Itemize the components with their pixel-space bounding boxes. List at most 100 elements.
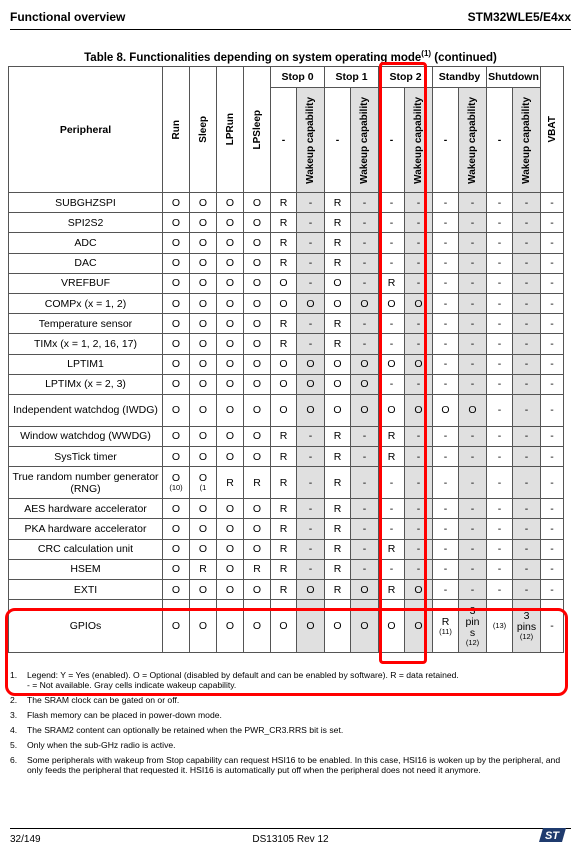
cell: - bbox=[486, 466, 513, 500]
cell: - bbox=[432, 313, 459, 335]
table-notes: 1. Legend: Y = Yes (enabled). O = Optiona… bbox=[10, 670, 570, 780]
gpio-legend-highlight bbox=[5, 608, 568, 696]
cell: O bbox=[162, 191, 190, 214]
peripheral-name: VREFBUF bbox=[8, 272, 163, 294]
cell: R bbox=[216, 466, 244, 500]
cell: - bbox=[378, 466, 405, 500]
table-row: SysTick timer O O O O R - R - R - - - - - - bbox=[8, 446, 564, 468]
table-row: Window watchdog (WWDG) O O O O R - R - R - - - - - - bbox=[8, 425, 564, 448]
table-row: VREFBUF O O O O O - O - R - - - - - - bbox=[8, 272, 564, 294]
cell: - bbox=[486, 232, 513, 254]
cell: - bbox=[512, 353, 541, 375]
cell: O bbox=[243, 373, 271, 395]
cell: O bbox=[243, 425, 271, 448]
cell: - bbox=[458, 191, 487, 214]
cell: O bbox=[216, 232, 244, 254]
cell: - bbox=[296, 313, 325, 335]
cell: - bbox=[512, 212, 541, 234]
cell: - bbox=[350, 446, 379, 468]
cell: - bbox=[458, 333, 487, 355]
cell: R bbox=[270, 191, 297, 214]
cell: - bbox=[296, 252, 325, 274]
cell: O bbox=[216, 333, 244, 355]
svg-text:ST: ST bbox=[545, 830, 560, 842]
table-row: Temperature sensor O O O O R - R - - - - - - - - bbox=[8, 313, 564, 335]
cell: O bbox=[216, 578, 244, 601]
cell: R bbox=[324, 446, 351, 468]
cell: O bbox=[162, 272, 190, 294]
cell: O bbox=[216, 498, 244, 520]
cell: R bbox=[270, 425, 297, 448]
cell: - bbox=[350, 466, 379, 500]
cell: - bbox=[350, 252, 379, 274]
cell: - bbox=[540, 333, 564, 355]
note: 6. Some peripherals with wakeup from Stop… bbox=[10, 755, 561, 775]
cell: - bbox=[432, 191, 459, 214]
cell: - bbox=[540, 292, 564, 315]
cell: - bbox=[432, 373, 459, 395]
cell: - bbox=[540, 538, 564, 560]
cell: - bbox=[512, 578, 541, 601]
cell: - bbox=[512, 393, 541, 427]
cell: - bbox=[432, 333, 459, 355]
col-standby-wakeup: Wakeup capability bbox=[458, 87, 487, 193]
cell: O bbox=[216, 272, 244, 294]
cell: - bbox=[432, 466, 459, 500]
cell: - bbox=[458, 425, 487, 448]
functionality-table: Peripheral Run Sleep LPRun LPSleep Stop … bbox=[8, 66, 564, 654]
cell: O bbox=[162, 232, 190, 254]
peripheral-name: Independent watchdog (IWDG) bbox=[8, 393, 163, 427]
cell: - bbox=[486, 333, 513, 355]
cell: O (10) bbox=[162, 466, 190, 500]
cell: - bbox=[540, 518, 564, 540]
cell: R bbox=[270, 518, 297, 540]
cell: - bbox=[540, 578, 564, 601]
col-stop1-mode: - bbox=[324, 87, 351, 193]
table-row: HSEM O R O R R - R - - - - - - - - bbox=[8, 558, 564, 581]
peripheral-name: COMPx (x = 1, 2) bbox=[8, 292, 163, 315]
cell: - bbox=[432, 232, 459, 254]
col-run: Run bbox=[162, 66, 190, 193]
cell: O bbox=[216, 353, 244, 375]
cell: O bbox=[189, 425, 217, 448]
cell: O bbox=[189, 538, 217, 560]
cell: O bbox=[162, 558, 190, 581]
cell: - bbox=[486, 558, 513, 581]
table-row: LPTIM1 O O O O O O O O O O - - - - - bbox=[8, 353, 564, 375]
cell: O bbox=[189, 373, 217, 395]
cell: O bbox=[162, 538, 190, 560]
cell: - bbox=[350, 313, 379, 335]
cell: - bbox=[458, 498, 487, 520]
col-stop0-mode: - bbox=[270, 87, 297, 193]
cell: - bbox=[432, 446, 459, 468]
cell: O bbox=[189, 313, 217, 335]
col-standby: Standby bbox=[432, 66, 487, 88]
cell: - bbox=[432, 353, 459, 375]
cell: - bbox=[540, 212, 564, 234]
cell: - bbox=[432, 425, 459, 448]
table-row: SUBGHZSPI O O O O R - R - - - - - - - - bbox=[8, 191, 564, 214]
cell: - bbox=[540, 373, 564, 395]
cell: O bbox=[189, 498, 217, 520]
cell: - bbox=[458, 558, 487, 581]
cell: O bbox=[216, 393, 244, 427]
peripheral-name: CRC calculation unit bbox=[8, 538, 163, 560]
header-rule bbox=[10, 29, 571, 30]
cell: O bbox=[189, 578, 217, 601]
cell: - bbox=[486, 498, 513, 520]
cell: O bbox=[162, 518, 190, 540]
cell: - bbox=[512, 538, 541, 560]
cell: O bbox=[296, 353, 325, 375]
cell: - bbox=[540, 313, 564, 335]
cell: R bbox=[270, 232, 297, 254]
peripheral-name: ADC bbox=[8, 232, 163, 254]
cell: - bbox=[296, 191, 325, 214]
cell: O bbox=[162, 333, 190, 355]
peripheral-name: SPI2S2 bbox=[8, 212, 163, 234]
peripheral-name: True random number generator (RNG) bbox=[8, 466, 163, 500]
table-row: TIMx (x = 1, 2, 16, 17) O O O O R - R - - - - - - - - bbox=[8, 333, 564, 355]
page-header: Functional overview STM32WLE5/E4xx bbox=[10, 10, 571, 28]
peripheral-name: SUBGHZSPI bbox=[8, 191, 163, 214]
cell: O bbox=[162, 578, 190, 601]
cell: - bbox=[512, 466, 541, 500]
